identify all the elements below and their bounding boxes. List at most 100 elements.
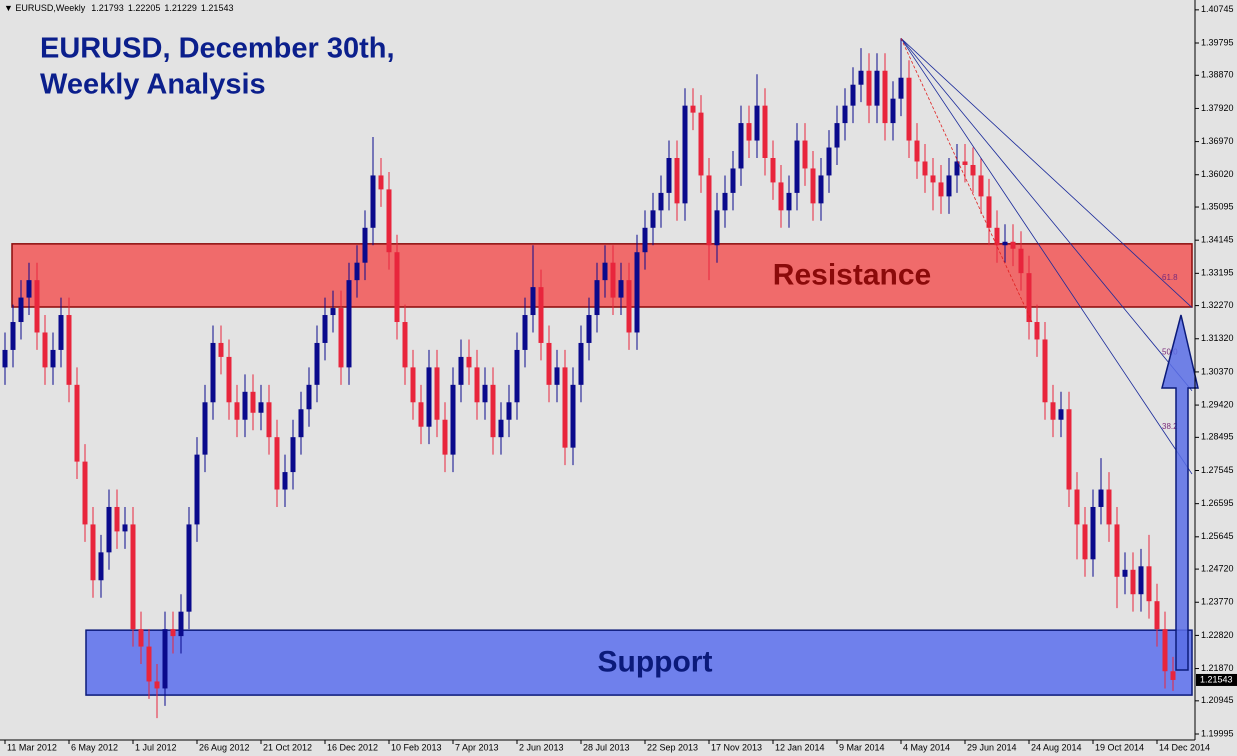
candle-body: [458, 356, 464, 385]
y-tick-label: 1.36020: [1201, 169, 1234, 179]
x-tick-label: 11 Mar 2012: [7, 742, 57, 752]
x-tick-label: 16 Dec 2012: [327, 742, 378, 752]
candle-body: [514, 349, 520, 403]
up-arrow: [1161, 314, 1199, 671]
y-tick-label: 1.32270: [1201, 300, 1234, 310]
candle-body: [1082, 524, 1088, 560]
candle-body: [618, 280, 624, 298]
candle-body: [626, 280, 632, 333]
candle-body: [506, 402, 512, 420]
candle-body: [1170, 671, 1176, 680]
fib-fan-label: 38.2: [1162, 422, 1178, 431]
x-tick-label: 9 Mar 2014: [839, 742, 885, 752]
candle-body: [794, 140, 800, 193]
candle-body: [2, 349, 8, 368]
candle-body: [466, 356, 472, 368]
candle-body: [1018, 248, 1024, 274]
menu-arrow: ▼: [4, 3, 15, 13]
candle-body: [106, 506, 112, 553]
candle-body: [522, 315, 528, 350]
y-tick-label: 1.26595: [1201, 498, 1234, 508]
candle-body: [370, 175, 376, 228]
candle-body: [922, 161, 928, 176]
y-tick-label: 1.37920: [1201, 103, 1234, 113]
candle-body: [130, 524, 136, 630]
candle-body: [762, 105, 768, 158]
candle-body: [274, 437, 280, 490]
candle-body: [778, 182, 784, 211]
candle-body: [338, 308, 344, 368]
candle-body: [322, 315, 328, 343]
candle-body: [1034, 322, 1040, 340]
x-tick-label: 22 Sep 2013: [647, 742, 698, 752]
symbol: EURUSD,Weekly: [15, 3, 85, 13]
y-tick-label: 1.20945: [1201, 695, 1234, 705]
x-tick-label: 2 Jun 2013: [519, 742, 564, 752]
x-tick-label: 4 May 2014: [903, 742, 950, 752]
candle-body: [994, 227, 1000, 246]
x-tick-label: 28 Jul 2013: [583, 742, 630, 752]
candle-body: [258, 402, 264, 413]
candle-body: [1050, 402, 1056, 420]
candle-body: [634, 252, 640, 333]
candle-body: [442, 419, 448, 455]
candle-body: [978, 175, 984, 197]
candle-body: [1138, 566, 1144, 595]
candle-body: [1010, 241, 1016, 249]
candle-body: [18, 297, 24, 323]
y-tick-label: 1.24720: [1201, 563, 1234, 573]
chart-title: Weekly Analysis: [40, 69, 266, 101]
candle-body: [1146, 566, 1152, 602]
x-tick-label: 19 Oct 2014: [1095, 742, 1144, 752]
candle-body: [970, 164, 976, 176]
y-tick-label: 1.27545: [1201, 465, 1234, 475]
zone: [11, 243, 1193, 308]
y-tick-label: 1.34145: [1201, 235, 1234, 245]
y-tick-label: 1.35095: [1201, 201, 1234, 211]
fib-fan-line: [900, 38, 1193, 475]
price-tag-label: 1.21543: [1200, 674, 1233, 684]
candle-body: [1154, 601, 1160, 630]
candle-body: [722, 192, 728, 211]
candle-body: [418, 402, 424, 427]
chart-title: EURUSD, December 30th,: [40, 33, 395, 65]
y-tick-label: 1.31320: [1201, 333, 1234, 343]
candle-body: [282, 472, 288, 490]
candle-body: [186, 524, 192, 612]
candle-body: [1074, 489, 1080, 525]
candle-body: [90, 524, 96, 581]
candle-body: [394, 252, 400, 323]
axes: 1.40745 1.39795 1.38870 1.37920 1.36970 1.360…: [4, 4, 1237, 752]
x-tick-label: 17 Nov 2013: [711, 742, 762, 752]
candle-body: [682, 105, 688, 204]
candle-body: [218, 342, 224, 357]
candle-body: [746, 123, 752, 141]
y-tick-label: 1.30370: [1201, 366, 1234, 376]
candle-body: [578, 342, 584, 385]
candle-body: [826, 147, 832, 176]
candle-body: [810, 168, 816, 204]
candle-body: [842, 105, 848, 124]
candle-body: [834, 123, 840, 148]
candle-body: [386, 189, 392, 253]
candle-body: [1114, 524, 1120, 577]
candle-body: [914, 140, 920, 162]
candle-body: [770, 157, 776, 183]
candle-body: [1090, 506, 1096, 560]
x-tick-label: 7 Apr 2013: [455, 742, 499, 752]
candle-body: [546, 342, 552, 385]
candle-body: [946, 175, 952, 197]
candle-body: [482, 384, 488, 403]
y-tick-label: 1.39795: [1201, 37, 1234, 47]
candle-body: [818, 175, 824, 204]
fib-fan-label: 61.8: [1162, 273, 1178, 282]
candle-body: [714, 210, 720, 246]
candle-body: [882, 70, 888, 124]
zones: Resistance Support: [11, 243, 1193, 696]
candle-body: [570, 384, 576, 448]
candle-body: [298, 409, 304, 438]
candle-body: [858, 70, 864, 85]
candle-body: [738, 123, 744, 169]
x-tick-label: 10 Feb 2013: [391, 742, 442, 752]
